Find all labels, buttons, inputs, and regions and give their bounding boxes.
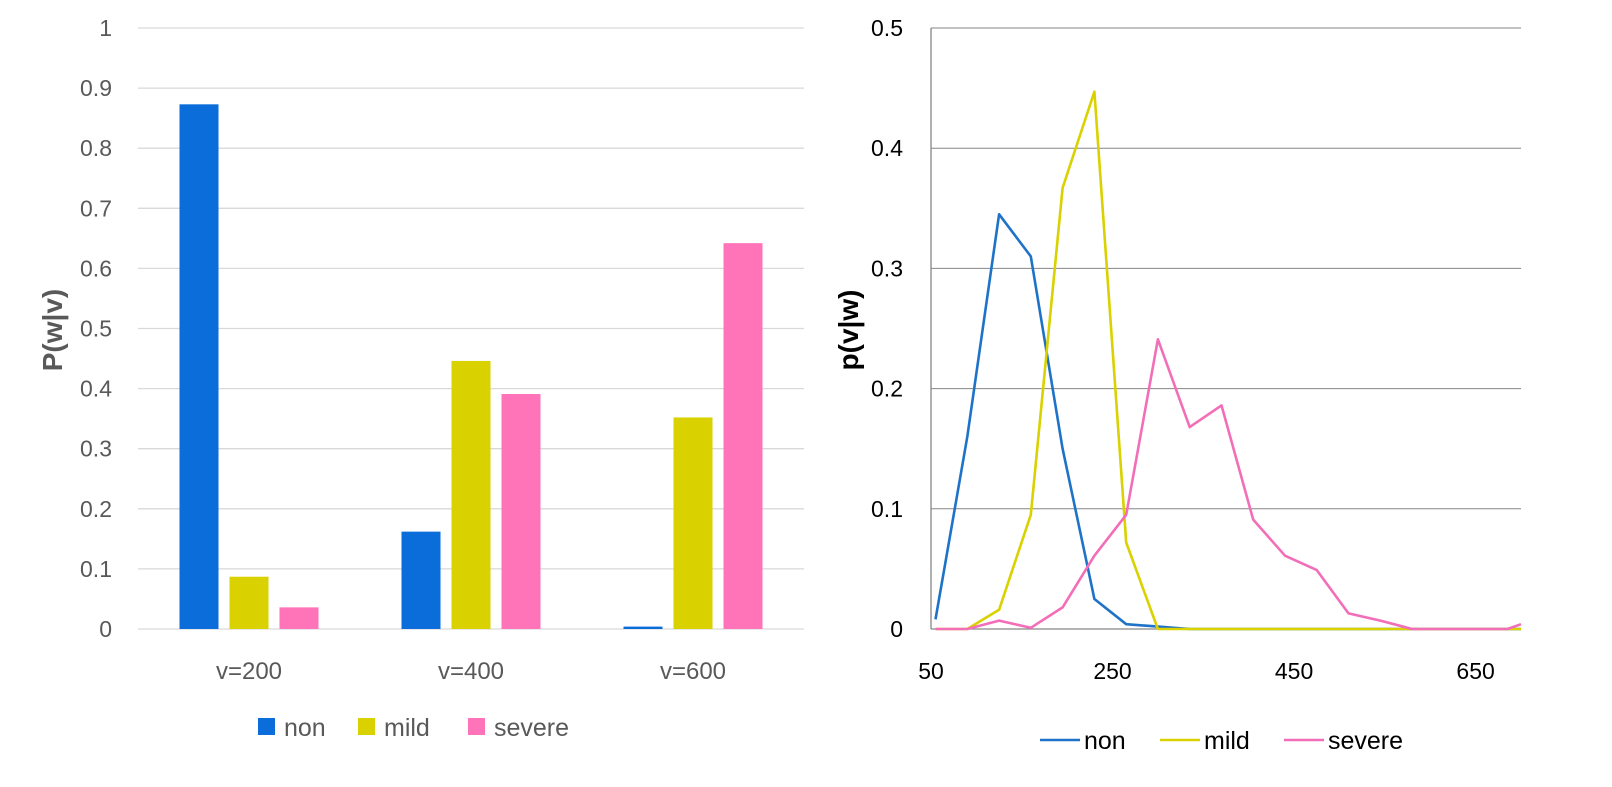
bar-severe-2: [723, 243, 763, 629]
bar-mild-0: [229, 576, 269, 629]
right-x-tick-label: 650: [1456, 658, 1494, 684]
bar-non-2: [623, 626, 663, 629]
right-axes: [930, 28, 1521, 630]
right-y-tick-label: 0.3: [871, 255, 903, 281]
legend-label-severe: severe: [494, 714, 569, 742]
right-x-tick-label: 250: [1093, 658, 1131, 684]
right-x-tick-label: 450: [1275, 658, 1313, 684]
left-y-tick-label: 0.7: [80, 195, 112, 221]
series-line-mild: [935, 90, 1521, 631]
right-y-tick-label: 0: [890, 616, 903, 642]
bar-chart-p-w-given-v: 0 0.1 0.2 0.3 0.4 0.5 0.6 0.7 0.8 0.9 1 v=200 v=400…: [37, 15, 804, 742]
legend-label-non: non: [284, 714, 326, 742]
left-x-tick-label: v=200: [216, 658, 282, 685]
legend-swatch-non: [258, 718, 275, 735]
right-y-tick-label: 0.2: [871, 376, 903, 402]
left-y-tick-label: 0.9: [80, 75, 112, 101]
left-y-tick-label: 0.1: [80, 556, 112, 582]
bar-severe-1: [501, 394, 541, 629]
right-gridlines: [931, 27, 1521, 510]
left-y-tick-label: 0.5: [80, 316, 112, 342]
right-y-axis-label: p(v|w): [833, 290, 864, 371]
left-x-tick-labels: v=200 v=400 v=600: [216, 658, 726, 685]
left-legend: non mild severe: [258, 714, 569, 742]
legend-label-mild: mild: [384, 714, 430, 742]
left-y-tick-label: 0.3: [80, 436, 112, 462]
left-x-tick-label: v=600: [660, 658, 726, 685]
series-line-severe: [935, 337, 1522, 631]
right-legend: non mild severe: [1040, 727, 1403, 755]
right-x-tick-label: 50: [918, 658, 944, 684]
right-series-lines: [934, 90, 1522, 631]
left-y-tick-labels: 0 0.1 0.2 0.3 0.4 0.5 0.6 0.7 0.8 0.9 1: [80, 15, 112, 642]
legend-label-mild: mild: [1204, 727, 1250, 755]
left-y-tick-label: 0.2: [80, 496, 112, 522]
bar-mild-2: [673, 417, 713, 629]
legend-swatch-mild: [358, 718, 375, 735]
left-y-tick-label: 0.4: [80, 376, 112, 402]
left-y-tick-label: 0.8: [80, 135, 112, 161]
right-y-tick-labels: 0 0.1 0.2 0.3 0.4 0.5: [871, 15, 903, 642]
left-y-tick-label: 0.6: [80, 255, 112, 281]
right-x-tick-labels: 50 250 450 650: [918, 658, 1495, 684]
bar-non-1: [401, 531, 441, 629]
right-y-tick-label: 0.4: [871, 135, 903, 161]
bar-severe-0: [279, 607, 319, 629]
bar-non-0: [179, 104, 219, 629]
line-chart-p-v-given-w: 0 0.1 0.2 0.3 0.4 0.5 50 250 450 650 p(v|w) non m…: [833, 15, 1522, 755]
left-bars: [179, 104, 763, 629]
left-y-axis-label: P(w|v): [37, 289, 68, 372]
left-y-tick-label: 1: [99, 15, 112, 41]
bar-mild-1: [451, 360, 491, 629]
legend-label-severe: severe: [1328, 727, 1403, 755]
left-x-tick-label: v=400: [438, 658, 504, 685]
legend-label-non: non: [1084, 727, 1126, 755]
legend-swatch-severe: [468, 718, 485, 735]
right-y-tick-label: 0.1: [871, 496, 903, 522]
series-line-non: [934, 213, 1521, 631]
left-y-tick-label: 0: [99, 616, 112, 642]
right-y-tick-label: 0.5: [871, 15, 903, 41]
